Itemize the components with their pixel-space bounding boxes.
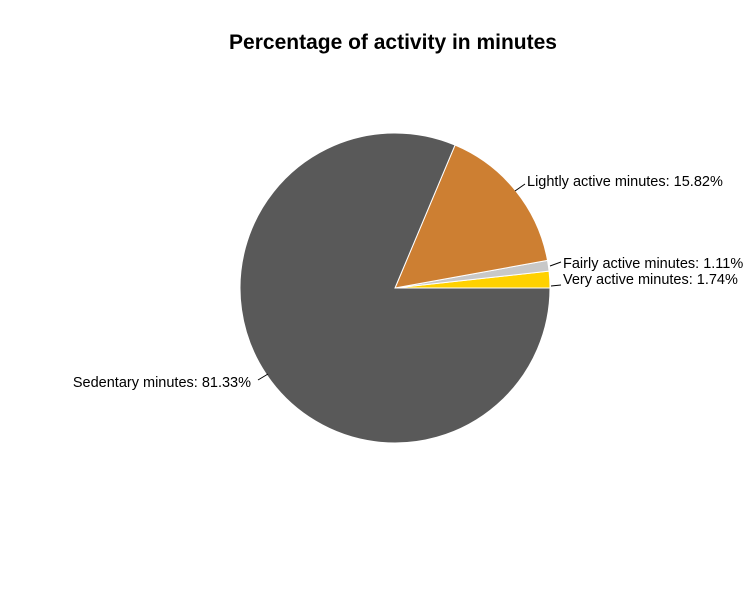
slice-lightly-active-minutes [394, 144, 549, 289]
leader-line-fairly-active-minutes [549, 261, 562, 267]
slice-label-sedentary-minutes: Sedentary minutes: 81.33% [73, 375, 251, 391]
pie-slices [239, 132, 551, 444]
slice-sedentary-minutes [239, 132, 551, 444]
slice-label-lightly-active-minutes: Lightly active minutes: 15.82% [527, 174, 723, 190]
leader-line-lightly-active-minutes [514, 183, 526, 192]
pie-leader-lines [257, 183, 562, 381]
leader-line-sedentary-minutes [257, 373, 269, 381]
slice-label-very-active-minutes: Very active minutes: 1.74% [563, 272, 738, 288]
chart-title: Percentage of activity in minutes [229, 31, 557, 54]
slice-label-fairly-active-minutes: Fairly active minutes: 1.11% [563, 256, 743, 272]
leader-line-very-active-minutes [550, 284, 562, 287]
pie-labels: Very active minutes: 1.74%Fairly active … [73, 174, 743, 391]
